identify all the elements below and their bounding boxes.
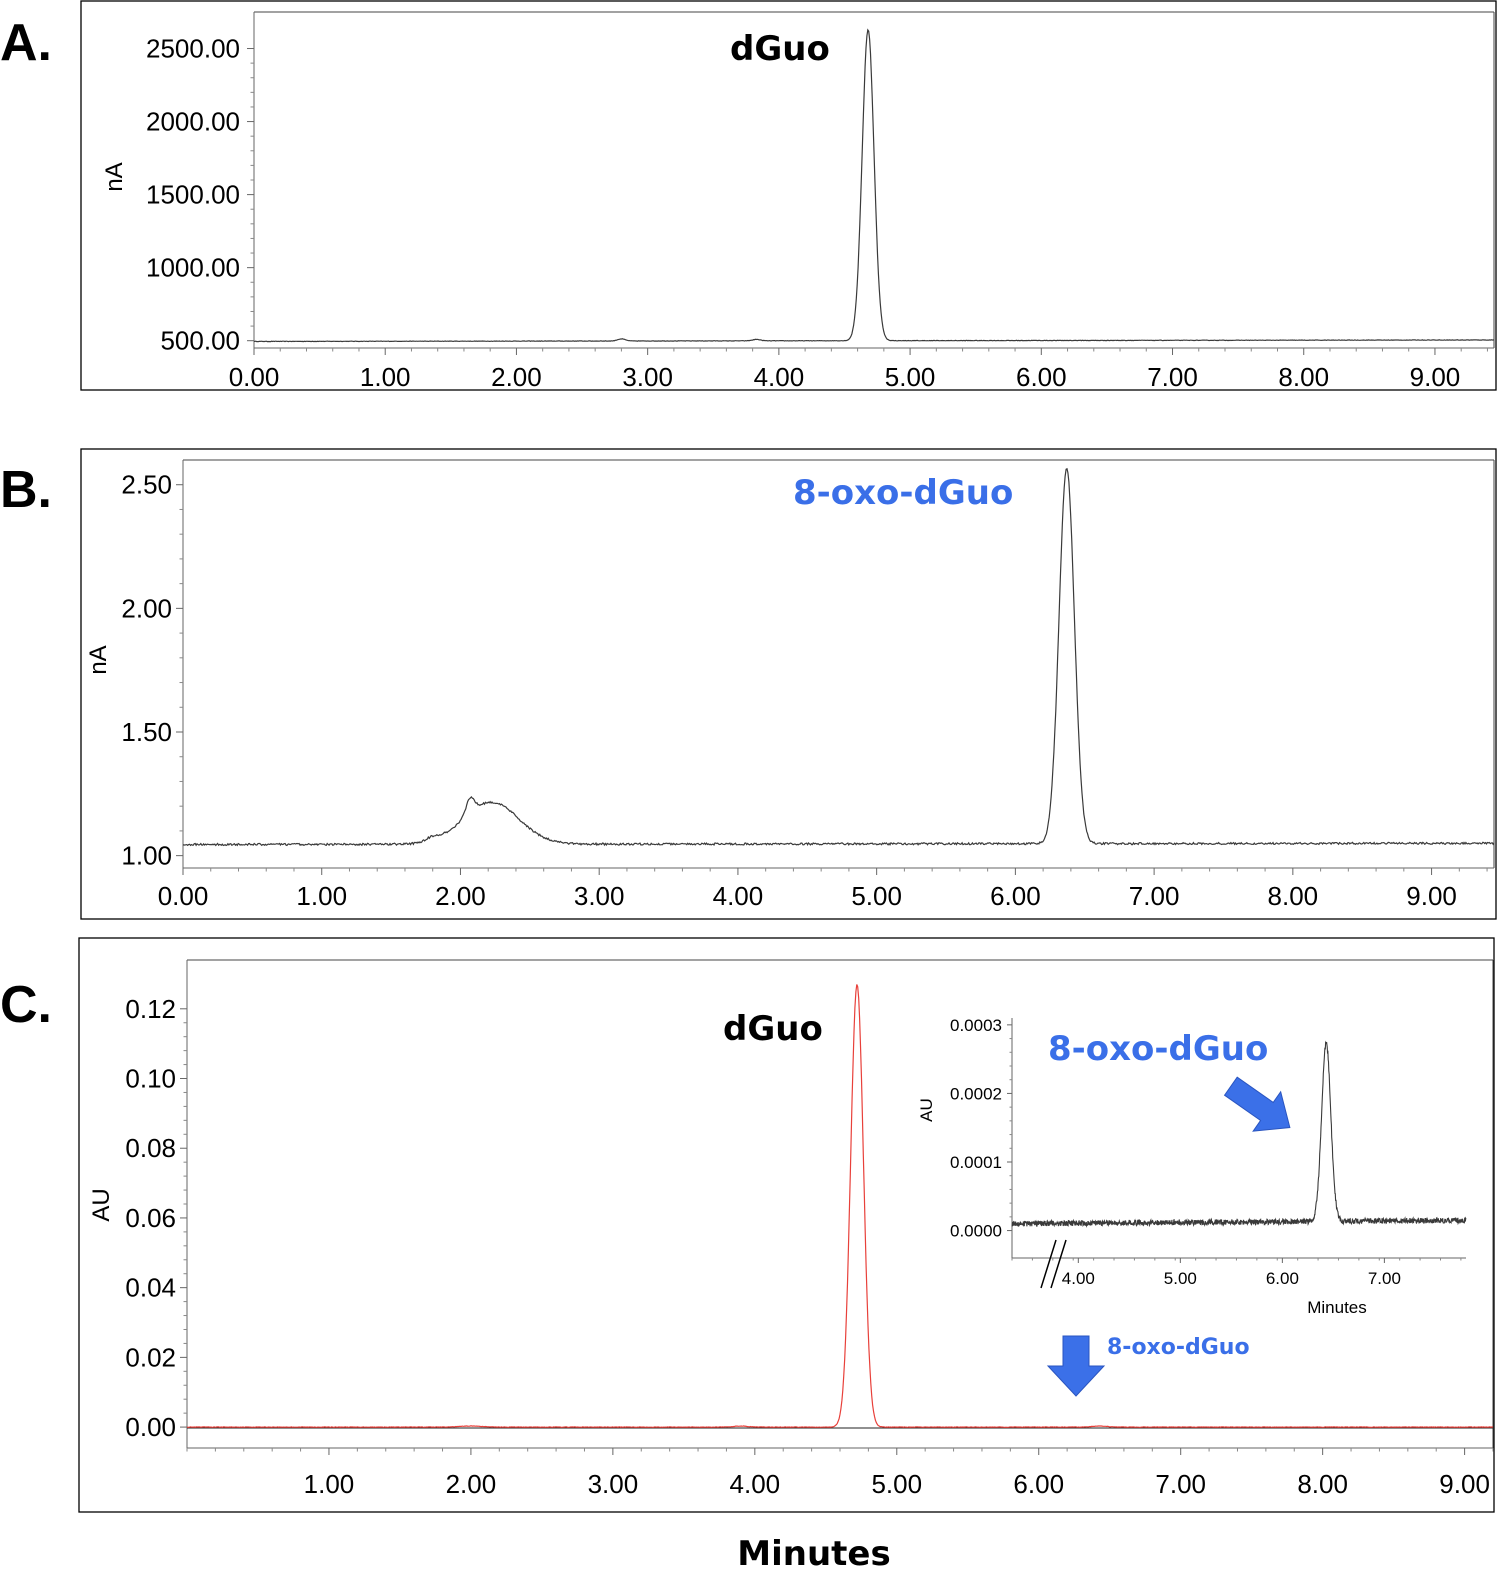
panel-b-x-tick-label: 4.00 [713, 881, 764, 911]
panel-a-x-tick-label: 4.00 [754, 362, 805, 392]
panel-b-x-tick-label: 0.00 [158, 881, 209, 911]
panel-a-y-tick-label: 2000.00 [146, 107, 240, 137]
panel-a-x-tick-label: 9.00 [1410, 362, 1461, 392]
panel-b-y-tick-label: 2.50 [121, 470, 172, 500]
panel-b-y-tick-label: 1.50 [121, 717, 172, 747]
panel-b-x-tick-label: 9.00 [1406, 881, 1457, 911]
panel-a-frame [80, 0, 1497, 391]
panel-b-label: B. [0, 461, 52, 519]
inset-x-tick-label: 6.00 [1266, 1269, 1299, 1288]
panel-a-trace [253, 28, 1495, 343]
panel-a: A. 500.00 1000.00 1500.00 2000.00 2500.00 0.… [0, 0, 1497, 392]
panel-c-trace [186, 984, 1494, 1428]
panel-a-x-tick-label: 1.00 [360, 362, 411, 392]
panel-c-x-tick-label: 9.00 [1439, 1469, 1490, 1499]
panel-c-y-tick-label: 0.08 [125, 1133, 176, 1163]
diagonal-arrow-icon [1223, 1076, 1291, 1132]
inset-xlabel: Minutes [1307, 1298, 1367, 1317]
panel-b-x-tick-label: 6.00 [990, 881, 1041, 911]
panel-b-x-ticks: 0.00 1.00 2.00 3.00 4.00 5.00 6.00 7.00 8.00 9.00 [158, 868, 1488, 911]
panel-c-ylabel: AU [88, 1188, 115, 1221]
panel-a-x-ticks: 0.00 1.00 2.00 3.00 4.00 5.00 6.00 7.00 8.00 9.00 [229, 348, 1488, 392]
inset-peak-label: 8-oxo-dGuo [1048, 1029, 1268, 1069]
inset-x-tick-label: 5.00 [1164, 1269, 1197, 1288]
inset-y-tick-label: 0.0003 [950, 1016, 1002, 1035]
panel-a-x-tick-label: 2.00 [491, 362, 542, 392]
panel-b-x-tick-label: 2.00 [435, 881, 486, 911]
panel-c-x-ticks: 1.00 2.00 3.00 4.00 5.00 6.00 7.00 8.00 9.00 [186, 1448, 1494, 1499]
panel-c-frame [78, 937, 1495, 1513]
panel-a-y-ticks: 500.00 1000.00 1500.00 2000.00 2500.00 [146, 34, 254, 356]
panel-c-x-tick-label: 6.00 [1013, 1469, 1064, 1499]
panel-a-x-tick-label: 5.00 [885, 362, 936, 392]
inset-y-tick-label: 0.0001 [950, 1153, 1002, 1172]
inset-ylabel: AU [917, 1098, 936, 1122]
panel-a-x-tick-label: 8.00 [1278, 362, 1329, 392]
panel-a-y-tick-label: 500.00 [160, 326, 240, 356]
panel-a-y-tick-label: 1000.00 [146, 253, 240, 283]
axis-break-mark [1040, 1239, 1057, 1289]
panel-a-x-tick-label: 6.00 [1016, 362, 1067, 392]
panel-b-x-tick-label: 5.00 [851, 881, 902, 911]
inset-trace [1011, 1040, 1467, 1228]
panel-b: B. 1.00 1.50 2.00 2.50 0.00 1.00 2.00 3.00 4.00… [0, 448, 1497, 920]
panel-a-x-tick-label: 3.00 [622, 362, 673, 392]
panel-b-y-tick-label: 1.00 [121, 841, 172, 871]
panel-b-frame [80, 448, 1497, 920]
panel-c-y-tick-label: 0.10 [125, 1064, 176, 1094]
panel-a-ylabel: nA [101, 162, 128, 191]
panel-c-label: C. [0, 976, 52, 1034]
panel-a-x-tick-label: 7.00 [1147, 362, 1198, 392]
down-arrow-icon [1046, 1335, 1106, 1397]
panel-c-peak-label: dGuo [723, 1009, 823, 1049]
inset-x-tick-label: 4.00 [1062, 1269, 1095, 1288]
panel-b-x-tick-label: 8.00 [1268, 881, 1319, 911]
panel-a-y-tick-label: 1500.00 [146, 180, 240, 210]
panel-c-y-tick-label: 0.06 [125, 1203, 176, 1233]
panel-c-x-tick-label: 8.00 [1297, 1469, 1348, 1499]
panel-b-trace [182, 467, 1495, 847]
axis-break-mark [1050, 1239, 1067, 1289]
inset-y-ticks: 0.0000 0.0001 0.0002 0.0003 [950, 1016, 1012, 1241]
panel-c-y-tick-label: 0.02 [125, 1342, 176, 1372]
panel-c-x-tick-label: 7.00 [1155, 1469, 1206, 1499]
panel-c-x-tick-label: 4.00 [730, 1469, 781, 1499]
panel-a-label: A. [0, 14, 52, 72]
panel-a-peak-label: dGuo [730, 29, 830, 69]
panel-b-x-tick-label: 3.00 [574, 881, 625, 911]
inset-x-tick-label: 7.00 [1368, 1269, 1401, 1288]
panel-b-y-ticks: 1.00 1.50 2.00 2.50 [121, 470, 183, 871]
x-axis-title: Minutes [737, 1534, 890, 1571]
panel-b-peak-label: 8-oxo-dGuo [793, 473, 1013, 513]
panel-c-inset: 0.0000 0.0001 0.0002 0.0003 4.00 5.00 6.00 7.0… [917, 1016, 1467, 1317]
panel-c-x-tick-label: 3.00 [588, 1469, 639, 1499]
panel-c-x-tick-label: 2.00 [446, 1469, 497, 1499]
inset-y-tick-label: 0.0002 [950, 1084, 1002, 1103]
inset-y-tick-label: 0.0000 [950, 1222, 1002, 1241]
panel-c-y-tick-label: 0.12 [125, 994, 176, 1024]
panel-b-x-tick-label: 1.00 [296, 881, 347, 911]
panel-c-y-ticks: 0.00 0.02 0.04 0.06 0.08 0.10 0.12 [125, 994, 187, 1442]
panel-b-ylabel: nA [85, 645, 112, 674]
panel-b-x-tick-label: 7.00 [1129, 881, 1180, 911]
panel-c-y-tick-label: 0.04 [125, 1273, 176, 1303]
panel-c: C. 0.00 0.02 0.04 0.06 0.08 0.10 0.12 1.00 2.00… [0, 937, 1495, 1513]
panel-a-x-tick-label: 0.00 [229, 362, 280, 392]
panel-b-y-tick-label: 2.00 [121, 593, 172, 623]
panel-a-y-tick-label: 2500.00 [146, 34, 240, 64]
panel-c-x-tick-label: 5.00 [871, 1469, 922, 1499]
panel-c-y-tick-label: 0.00 [125, 1412, 176, 1442]
inset-x-ticks: 4.00 5.00 6.00 7.00 [1011, 1258, 1462, 1288]
panel-c-x-tick-label: 1.00 [304, 1469, 355, 1499]
panel-c-arrow-label: 8-oxo-dGuo [1107, 1335, 1250, 1360]
